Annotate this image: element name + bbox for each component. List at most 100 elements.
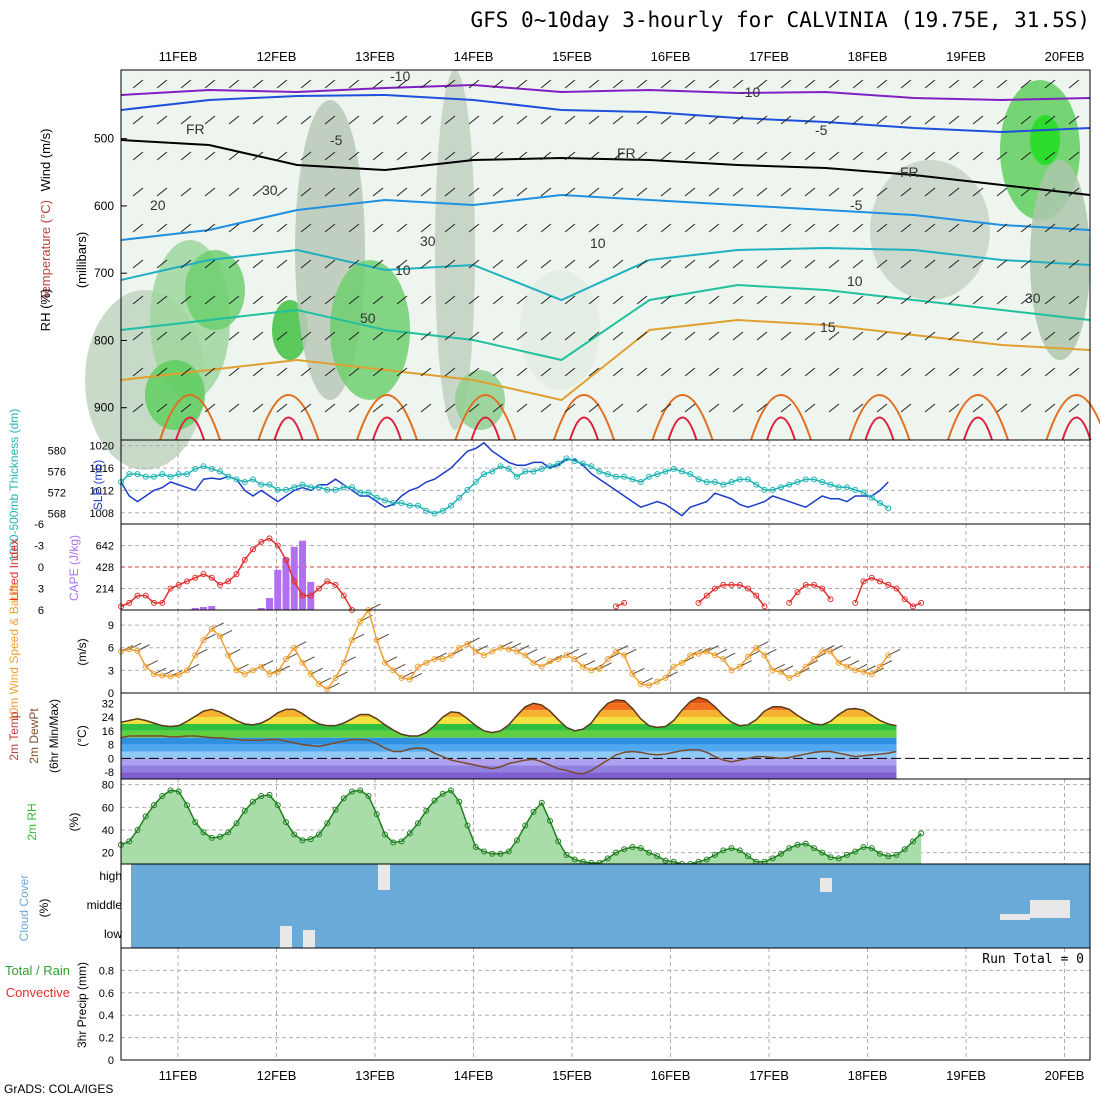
rh2m-point — [910, 838, 916, 845]
wind-barb — [252, 403, 264, 413]
wind-barb — [924, 151, 936, 161]
wind-barb — [708, 403, 720, 413]
wind-barb — [732, 223, 744, 233]
cross-section-frame — [120, 69, 1091, 441]
cloud-tick-label: low — [104, 927, 122, 941]
wind-barb — [492, 367, 504, 377]
thickness-point — [877, 500, 883, 506]
lifted-index-point — [274, 542, 281, 549]
wind-barb — [156, 79, 168, 89]
contour-label: -5 — [330, 132, 343, 148]
lifted-index-point — [208, 574, 215, 581]
temp-band — [121, 744, 897, 752]
rh2m-point — [365, 793, 372, 799]
rh-shading-9 — [1030, 115, 1060, 165]
wind-barb — [1044, 367, 1056, 377]
lifted-index-point — [852, 599, 859, 606]
wind-barb — [468, 223, 480, 233]
wind-speed-point — [423, 659, 430, 666]
thickness-point — [538, 465, 545, 472]
wind-barb — [588, 331, 600, 341]
wind-barb — [756, 115, 768, 125]
wind-barb — [324, 367, 336, 377]
wind-barb — [660, 151, 672, 161]
wind-barb — [156, 331, 168, 341]
rh-shading-3 — [185, 250, 245, 330]
wind-barb — [276, 403, 288, 413]
wind-barb — [540, 331, 552, 341]
wind-barb — [204, 115, 216, 125]
wind-barb — [252, 295, 264, 305]
hot-contour-5 — [667, 416, 698, 441]
wind-barb — [156, 403, 168, 413]
wind-speed-point — [332, 674, 339, 681]
contour-label: 15 — [820, 319, 836, 335]
lifted-index-point — [794, 589, 801, 596]
wind-barb — [516, 259, 528, 269]
cape-axis-label: CAPE (J/kg) — [67, 535, 81, 601]
wind-barb — [1068, 223, 1080, 233]
wind-barb — [396, 403, 408, 413]
wind-barb — [684, 331, 696, 341]
wind-barb — [924, 187, 936, 197]
wind-barb — [612, 295, 624, 305]
wind-barb — [564, 79, 576, 89]
wind-speed-point — [654, 678, 661, 685]
thickness-point — [431, 510, 438, 517]
wind-barb — [420, 187, 432, 197]
pressure-tick-label: 700 — [94, 266, 114, 280]
temp-band — [121, 765, 897, 773]
wind-barb — [924, 331, 936, 341]
slp-tick-label: 1008 — [90, 508, 114, 520]
thickness-point — [497, 463, 504, 470]
thickness-point — [571, 458, 578, 464]
wind-barb — [204, 187, 216, 197]
wind-barb — [516, 151, 528, 161]
wind-barb — [348, 331, 360, 341]
wind-barb — [588, 223, 600, 233]
wind-barb — [204, 259, 216, 269]
wind-barb — [444, 151, 456, 161]
wind-speed-point — [233, 667, 240, 674]
wind-barb — [948, 115, 960, 125]
wind-barb — [300, 331, 312, 341]
temp2m-line — [120, 696, 897, 737]
wind-barb — [324, 115, 336, 125]
wind-barb — [372, 79, 384, 89]
warm-contour-4 — [553, 394, 615, 441]
contour-label: 50 — [360, 310, 376, 326]
wind-barb — [636, 223, 648, 233]
wind-barb — [348, 151, 360, 161]
wind-barb — [588, 403, 600, 413]
wind-barb — [612, 223, 624, 233]
wind-barb — [636, 367, 648, 377]
cloud-bar — [1000, 914, 1030, 920]
wind-barb — [132, 223, 144, 233]
lifted-index-point — [877, 578, 883, 585]
thickness-point — [159, 471, 166, 478]
lifted-index-point — [184, 578, 190, 585]
lifted-index-point — [217, 581, 223, 588]
wind-barb — [300, 295, 312, 305]
precip-frame — [120, 947, 1091, 1061]
contour-label: FR — [617, 145, 636, 161]
wind-tick-label: 9 — [108, 620, 114, 632]
lifted-index-point — [225, 578, 232, 585]
wind-barb — [348, 223, 360, 233]
wind-barb — [372, 187, 384, 197]
cloud-bar — [378, 864, 390, 890]
wind-barb — [708, 295, 720, 305]
wind-barb — [636, 259, 648, 269]
lifted-axis-label: Lifted Index — [7, 539, 21, 601]
thickness-point — [580, 460, 586, 467]
wind-barb — [1068, 259, 1080, 269]
wind-barb — [1044, 223, 1056, 233]
wind-barb — [660, 187, 672, 197]
wind-barb — [972, 115, 984, 125]
wind-barb — [396, 295, 408, 305]
wind-speed-point — [753, 644, 760, 651]
wind-barb — [324, 403, 336, 413]
wind-barb — [132, 367, 144, 377]
wind-barb — [996, 223, 1008, 233]
